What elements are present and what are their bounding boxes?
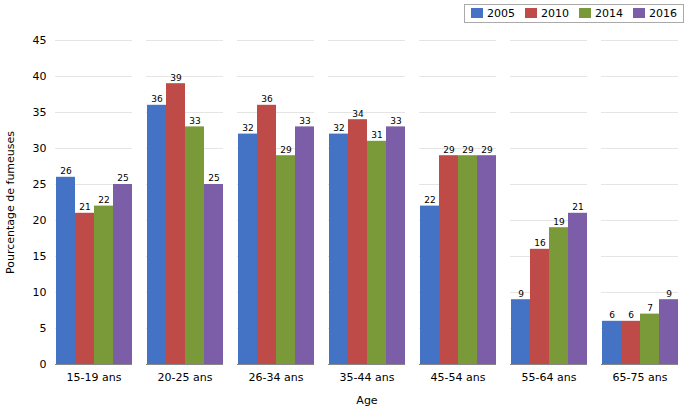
svg-text:45: 45 (33, 34, 47, 47)
svg-text:15: 15 (33, 250, 47, 263)
svg-text:65-75 ans: 65-75 ans (613, 371, 668, 384)
svg-text:22: 22 (424, 195, 435, 205)
svg-text:25: 25 (208, 173, 219, 183)
svg-text:35-44 ans: 35-44 ans (340, 371, 395, 384)
svg-text:39: 39 (170, 73, 182, 83)
svg-text:36: 36 (151, 94, 163, 104)
svg-text:29: 29 (462, 145, 474, 155)
svg-text:34: 34 (352, 109, 364, 119)
svg-text:7: 7 (647, 303, 653, 313)
svg-text:26-34 ans: 26-34 ans (249, 371, 304, 384)
svg-text:15-19 ans: 15-19 ans (67, 371, 122, 384)
svg-text:30: 30 (33, 142, 47, 155)
svg-text:45-54 ans: 45-54 ans (431, 371, 486, 384)
svg-text:6: 6 (628, 310, 634, 320)
svg-text:9: 9 (518, 289, 524, 299)
svg-text:26: 26 (60, 166, 72, 176)
svg-text:31: 31 (371, 130, 382, 140)
svg-text:22: 22 (98, 195, 109, 205)
svg-text:29: 29 (280, 145, 292, 155)
svg-text:0: 0 (40, 358, 47, 371)
svg-text:20-25 ans: 20-25 ans (158, 371, 213, 384)
svg-text:33: 33 (299, 116, 310, 126)
svg-text:25: 25 (117, 173, 128, 183)
svg-text:Age: Age (356, 394, 378, 407)
svg-text:32: 32 (242, 123, 253, 133)
svg-text:29: 29 (443, 145, 455, 155)
svg-text:33: 33 (390, 116, 401, 126)
svg-text:9: 9 (666, 289, 672, 299)
svg-text:29: 29 (481, 145, 493, 155)
html-text:2014: 2014 (595, 6, 623, 20)
svg-text:16: 16 (534, 238, 546, 248)
html-text:2005: 2005 (487, 6, 515, 20)
svg-text:55-64 ans: 55-64 ans (522, 371, 577, 384)
svg-text:5: 5 (40, 322, 47, 335)
svg-text:35: 35 (33, 106, 47, 119)
svg-text:25: 25 (33, 178, 47, 191)
svg-text:19: 19 (553, 217, 565, 227)
svg-text:32: 32 (333, 123, 344, 133)
svg-text:Pourcentage de fumeuses: Pourcentage de fumeuses (4, 131, 17, 274)
html-text:2010: 2010 (541, 6, 569, 20)
svg-text:40: 40 (33, 70, 47, 83)
svg-text:33: 33 (189, 116, 200, 126)
svg-text:6: 6 (609, 310, 615, 320)
svg-text:36: 36 (261, 94, 273, 104)
html-text:2016: 2016 (649, 6, 677, 20)
svg-text:20: 20 (33, 214, 47, 227)
svg-text:10: 10 (33, 286, 47, 299)
svg-text:21: 21 (79, 202, 90, 212)
svg-text:21: 21 (572, 202, 583, 212)
